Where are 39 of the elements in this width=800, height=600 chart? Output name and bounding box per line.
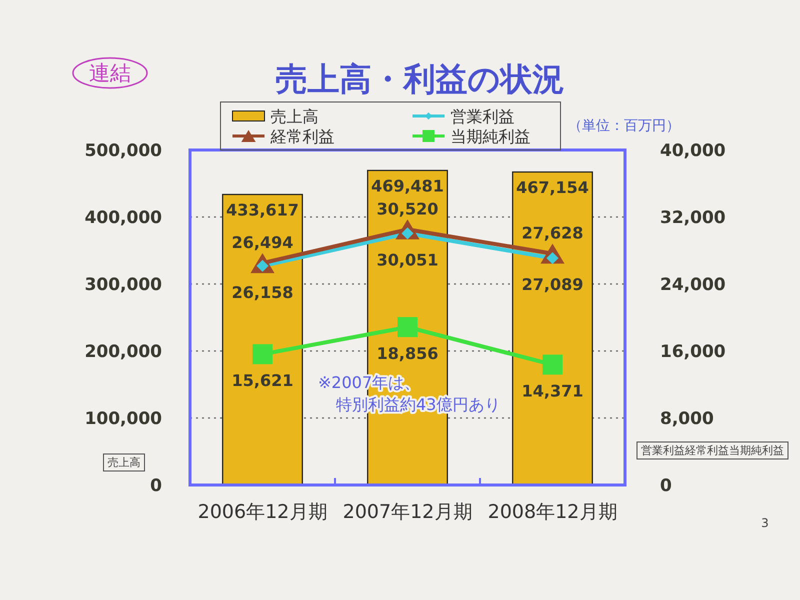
legend-label: 経常利益 bbox=[270, 127, 334, 146]
data-label: 18,856 bbox=[376, 344, 438, 364]
y-axis-title: 売上高 bbox=[108, 456, 140, 469]
y2tick: 24,000 bbox=[660, 275, 726, 295]
annotation: （単位：百万円） bbox=[568, 118, 680, 134]
ytick: 0 bbox=[150, 476, 162, 496]
y2tick: 16,000 bbox=[660, 342, 726, 362]
y2label: 営業利益経常利益当期純利益 bbox=[636, 442, 788, 460]
data-label: 27,089 bbox=[522, 275, 584, 294]
data-label: 26,158 bbox=[232, 282, 294, 302]
xtick: 2007年12月期 bbox=[342, 501, 472, 523]
data-label: 30,051 bbox=[376, 250, 438, 270]
annotation: 3 bbox=[761, 516, 769, 530]
xtick: 2008年12月期 bbox=[488, 501, 618, 523]
data-label: 14,371 bbox=[522, 382, 584, 401]
ytick: 400,000 bbox=[84, 208, 162, 228]
annotation: 連結 bbox=[89, 61, 131, 85]
data-label: 15,621 bbox=[232, 371, 294, 390]
legend-label: 売上高 bbox=[270, 107, 318, 126]
y2tick: 0 bbox=[660, 476, 672, 496]
legend-label: 当期純利益 bbox=[450, 127, 530, 146]
ytick: 500,000 bbox=[84, 141, 162, 161]
y2tick: 32,000 bbox=[660, 208, 726, 228]
data-label: 27,628 bbox=[522, 224, 584, 243]
y2-axis-title: 営業利益経常利益当期純利益 bbox=[641, 444, 784, 457]
ytick: 300,000 bbox=[84, 275, 162, 295]
ylabel: 売上高 bbox=[103, 454, 145, 472]
ytick: 200,000 bbox=[84, 342, 162, 362]
y2tick: 40,000 bbox=[660, 141, 726, 161]
data-label: 433,617 bbox=[226, 200, 299, 220]
data-label: 30,520 bbox=[376, 199, 438, 218]
data-label: 467,154 bbox=[516, 178, 589, 197]
ytick: 100,000 bbox=[84, 409, 162, 429]
legend-label: 営業利益 bbox=[450, 107, 514, 126]
xtick: 2006年12月期 bbox=[198, 501, 328, 523]
y2tick: 8,000 bbox=[660, 409, 714, 429]
data-label: 26,494 bbox=[232, 233, 294, 252]
title: 売上高・利益の状況 bbox=[276, 60, 564, 98]
data-label: 469,481 bbox=[371, 176, 444, 196]
